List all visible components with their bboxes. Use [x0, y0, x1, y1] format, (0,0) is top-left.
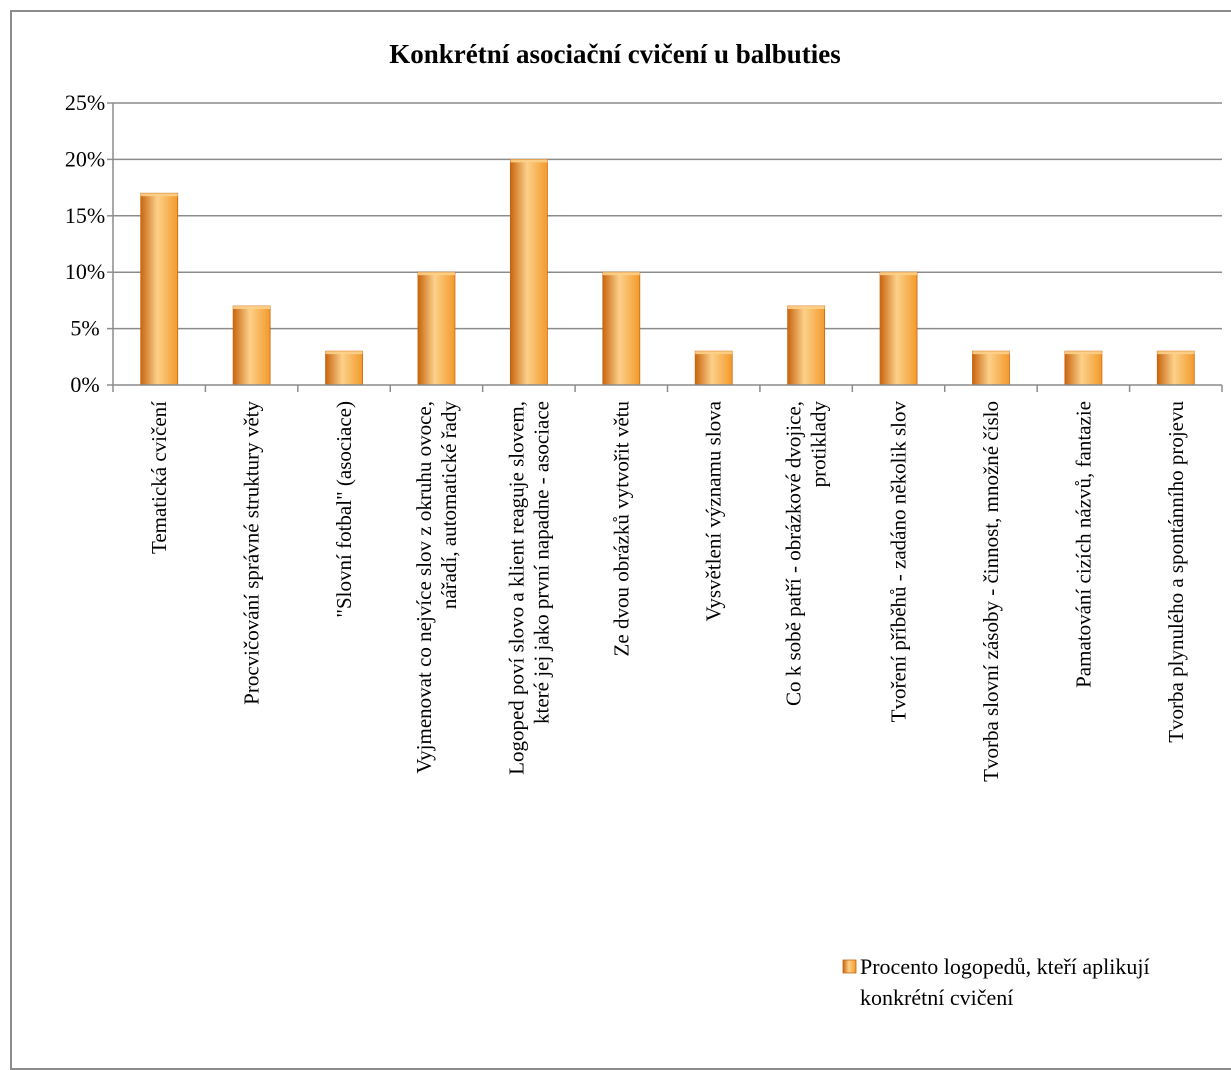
bar-top-highlight — [325, 351, 363, 355]
category-label: "Slovní fotbal" (asociace) — [332, 401, 356, 618]
y-tick-label: 25% — [65, 90, 105, 115]
category-label-line: Tematická cvičení — [147, 401, 171, 554]
category-label: Tematická cvičení — [147, 401, 171, 554]
y-axis-tick-labels: 0% 5% 10% 15% 20% 25% — [65, 90, 105, 397]
category-label: Co k sobě patří - obrázkové dvojice, prot… — [782, 401, 831, 706]
bar-top-highlight — [140, 193, 178, 197]
category-label: Tvorba plynulého a spontánního projevu — [1164, 401, 1188, 743]
y-tick-label: 0% — [70, 372, 99, 397]
bar — [787, 305, 826, 386]
category-label-line: Vyjmenovat co nejvíce slov z okruhu ovoc… — [412, 401, 436, 774]
y-tick-label: 10% — [65, 259, 105, 284]
bar-top-highlight — [233, 306, 271, 310]
bar-top-highlight — [787, 306, 825, 310]
legend: Procento logopedů, kteří aplikují konkrét… — [842, 954, 1150, 1010]
category-label-line: Pamatování cizích názvů, fantazie — [1071, 401, 1095, 688]
category-label: Logoped poví slovo a klient reaguje slov… — [504, 401, 553, 775]
bar-top-highlight — [510, 159, 548, 163]
bar — [325, 350, 363, 386]
bar-top-highlight — [1157, 351, 1195, 355]
category-label: Pamatování cizích názvů, fantazie — [1071, 401, 1095, 688]
bar — [602, 271, 641, 386]
bar — [1064, 350, 1103, 386]
category-label-line: nářadí, automatické řady — [437, 401, 461, 610]
category-label-line: Ze dvou obrázků vytvořit větu — [609, 401, 633, 657]
category-label-line: Tvorba plynulého a spontánního projevu — [1164, 401, 1188, 743]
bar — [417, 271, 456, 386]
bar-top-highlight — [695, 351, 733, 355]
bar — [694, 350, 733, 386]
category-labels: Tematická cvičení Procvičování správné st… — [147, 400, 1188, 782]
category-label-line: Tvoření příběhů - zadáno několik slov — [887, 401, 911, 723]
bar — [140, 192, 179, 386]
category-label-line: protiklady — [807, 401, 831, 488]
y-tick-label: 15% — [65, 203, 105, 228]
category-label: Procvičování správné struktury věty — [240, 401, 264, 705]
bar-top-highlight — [417, 272, 455, 276]
category-label-line: Procvičování správné struktury věty — [240, 401, 264, 705]
category-label-line: "Slovní fotbal" (asociace) — [332, 401, 356, 618]
legend-label-line: Procento logopedů, kteří aplikují — [860, 954, 1150, 979]
bar — [232, 305, 271, 386]
bar — [1156, 350, 1195, 386]
category-label: Vysvětlení významu slova — [702, 400, 726, 621]
bar-top-highlight — [972, 351, 1010, 355]
bars — [140, 158, 1195, 386]
category-label-line: Logoped poví slovo a klient reaguje slov… — [504, 401, 528, 775]
bar-top-highlight — [1064, 351, 1102, 355]
category-label: Vyjmenovat co nejvíce slov z okruhu ovoc… — [412, 401, 461, 774]
category-label-line: Vysvětlení významu slova — [702, 400, 726, 621]
category-label: Tvoření příběhů - zadáno několik slov — [887, 401, 911, 723]
category-label-line: Co k sobě patří - obrázkové dvojice, — [782, 401, 806, 706]
category-label: Ze dvou obrázků vytvořit větu — [609, 401, 633, 657]
chart-title: Konkrétní asociační cvičení u balbuties — [389, 39, 841, 69]
grid-lines — [107, 102, 1222, 386]
bar-top-highlight — [602, 272, 640, 276]
bar — [879, 271, 918, 386]
y-tick-label: 20% — [65, 146, 105, 171]
category-label-line: Tvorba slovní zásoby - činnost, množné č… — [979, 401, 1003, 782]
legend-swatch — [842, 959, 857, 974]
bar — [509, 158, 548, 386]
category-label: Tvorba slovní zásoby - činnost, množné č… — [979, 401, 1003, 782]
legend-label-line: konkrétní cvičení — [860, 985, 1013, 1010]
category-label-line: které jej jako první napadne - asociace — [529, 401, 553, 724]
axes — [112, 103, 1223, 392]
bar — [972, 350, 1010, 386]
bar-top-highlight — [880, 272, 918, 276]
y-tick-label: 5% — [70, 316, 99, 341]
